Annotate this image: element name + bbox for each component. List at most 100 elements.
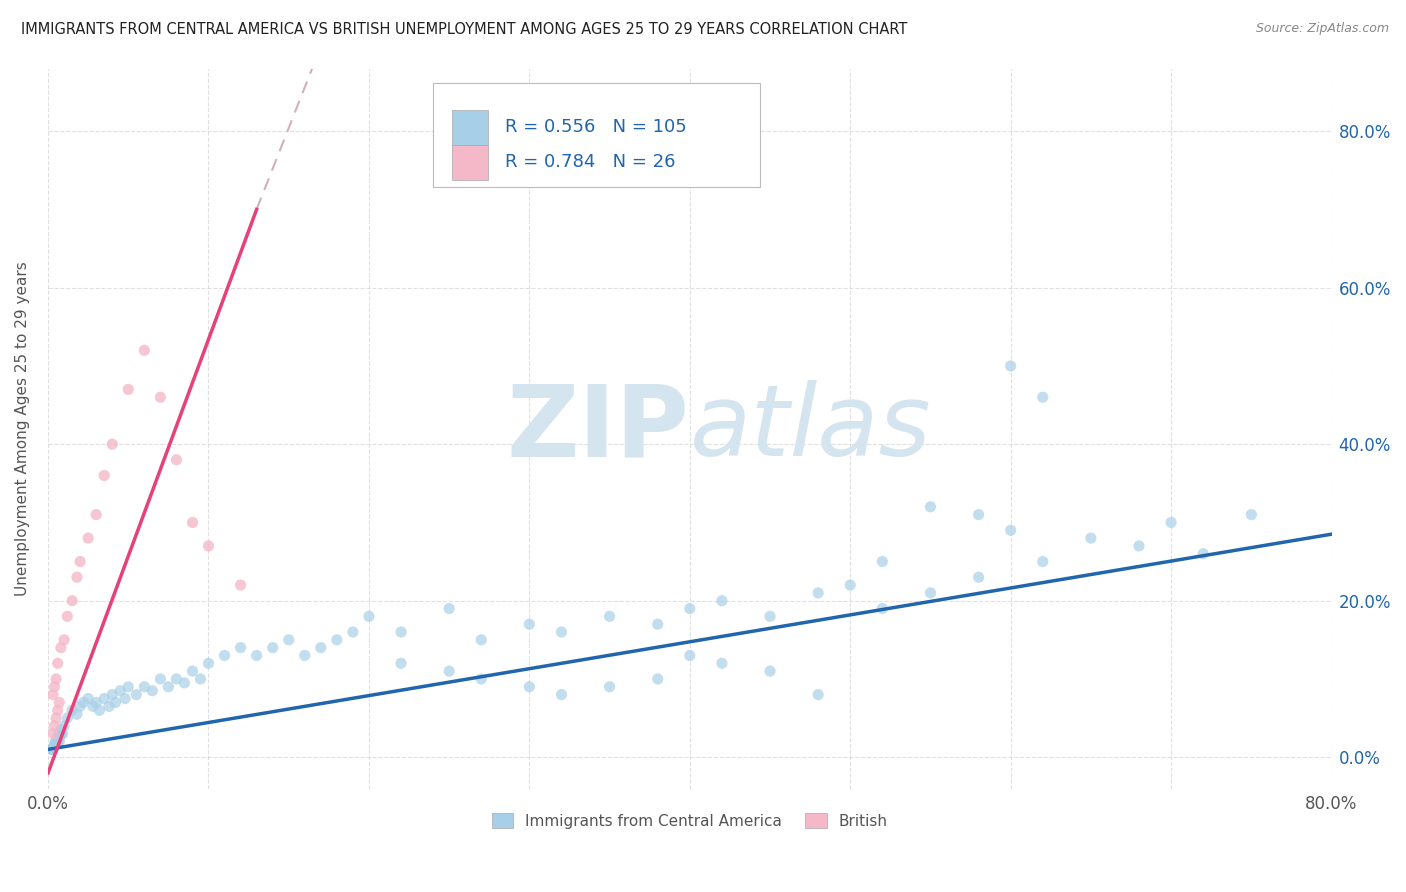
Point	[42, 688, 65, 702]
Point	[72, 695, 94, 709]
Point	[1000, 359, 1022, 373]
Point	[49, 723, 72, 737]
Point	[190, 672, 212, 686]
FancyBboxPatch shape	[433, 83, 761, 187]
Point	[437, 601, 460, 615]
Point	[42, 742, 65, 756]
Point	[117, 680, 139, 694]
Point	[326, 632, 349, 647]
Point	[56, 609, 79, 624]
Point	[679, 648, 702, 663]
Y-axis label: Unemployment Among Ages 25 to 29 years: Unemployment Among Ages 25 to 29 years	[15, 261, 30, 596]
Point	[46, 731, 69, 745]
Point	[44, 739, 66, 753]
Point	[69, 699, 91, 714]
Point	[45, 711, 67, 725]
Point	[1160, 516, 1182, 530]
Point	[44, 680, 66, 694]
Point	[710, 593, 733, 607]
Point	[342, 625, 364, 640]
Point	[967, 570, 990, 584]
Point	[84, 695, 107, 709]
Point	[60, 593, 83, 607]
Point	[967, 508, 990, 522]
Point	[679, 601, 702, 615]
Point	[101, 688, 124, 702]
Text: Source: ZipAtlas.com: Source: ZipAtlas.com	[1256, 22, 1389, 36]
Point	[66, 707, 89, 722]
Text: R = 0.784   N = 26: R = 0.784 N = 26	[505, 153, 675, 171]
Point	[66, 570, 89, 584]
Point	[101, 437, 124, 451]
Point	[42, 742, 65, 756]
Point	[1128, 539, 1150, 553]
Point	[197, 657, 219, 671]
Point	[141, 683, 163, 698]
Point	[110, 683, 132, 698]
Point	[277, 632, 299, 647]
Point	[389, 625, 412, 640]
Point	[44, 739, 66, 753]
Point	[1000, 523, 1022, 537]
Point	[214, 648, 236, 663]
Point	[134, 680, 156, 694]
Point	[807, 586, 830, 600]
Point	[45, 734, 67, 748]
Point	[262, 640, 284, 655]
Point	[157, 680, 180, 694]
Point	[920, 586, 942, 600]
Point	[45, 734, 67, 748]
FancyBboxPatch shape	[453, 110, 488, 145]
Point	[49, 727, 72, 741]
Text: IMMIGRANTS FROM CENTRAL AMERICA VS BRITISH UNEMPLOYMENT AMONG AGES 25 TO 29 YEAR: IMMIGRANTS FROM CENTRAL AMERICA VS BRITI…	[21, 22, 907, 37]
Point	[647, 617, 669, 632]
Point	[48, 695, 70, 709]
Point	[710, 657, 733, 671]
Point	[42, 742, 65, 756]
Text: ZIP: ZIP	[508, 380, 690, 477]
Point	[599, 609, 621, 624]
FancyBboxPatch shape	[453, 145, 488, 179]
Point	[550, 688, 572, 702]
Point	[45, 734, 67, 748]
Point	[60, 703, 83, 717]
Point	[872, 601, 894, 615]
Point	[229, 640, 252, 655]
Point	[437, 664, 460, 678]
Point	[45, 734, 67, 748]
Point	[550, 625, 572, 640]
Point	[125, 688, 148, 702]
Point	[42, 742, 65, 756]
Point	[246, 648, 269, 663]
Point	[45, 734, 67, 748]
Point	[1032, 555, 1054, 569]
Point	[1032, 390, 1054, 404]
Text: R = 0.556   N = 105: R = 0.556 N = 105	[505, 119, 686, 136]
Point	[49, 727, 72, 741]
Point	[173, 676, 195, 690]
Point	[872, 555, 894, 569]
Point	[165, 672, 187, 686]
Point	[48, 727, 70, 741]
Point	[49, 723, 72, 737]
Point	[46, 731, 69, 745]
Point	[1080, 531, 1102, 545]
Point	[53, 719, 76, 733]
Point	[117, 383, 139, 397]
Point	[44, 739, 66, 753]
Point	[49, 640, 72, 655]
Point	[82, 699, 104, 714]
Point	[149, 390, 172, 404]
Text: atlas: atlas	[690, 380, 931, 477]
Point	[77, 691, 100, 706]
Point	[48, 734, 70, 748]
Point	[197, 539, 219, 553]
Point	[42, 727, 65, 741]
Point	[114, 691, 136, 706]
Point	[647, 672, 669, 686]
Point	[48, 731, 70, 745]
Point	[229, 578, 252, 592]
Point	[44, 739, 66, 753]
Point	[89, 703, 111, 717]
Point	[44, 719, 66, 733]
